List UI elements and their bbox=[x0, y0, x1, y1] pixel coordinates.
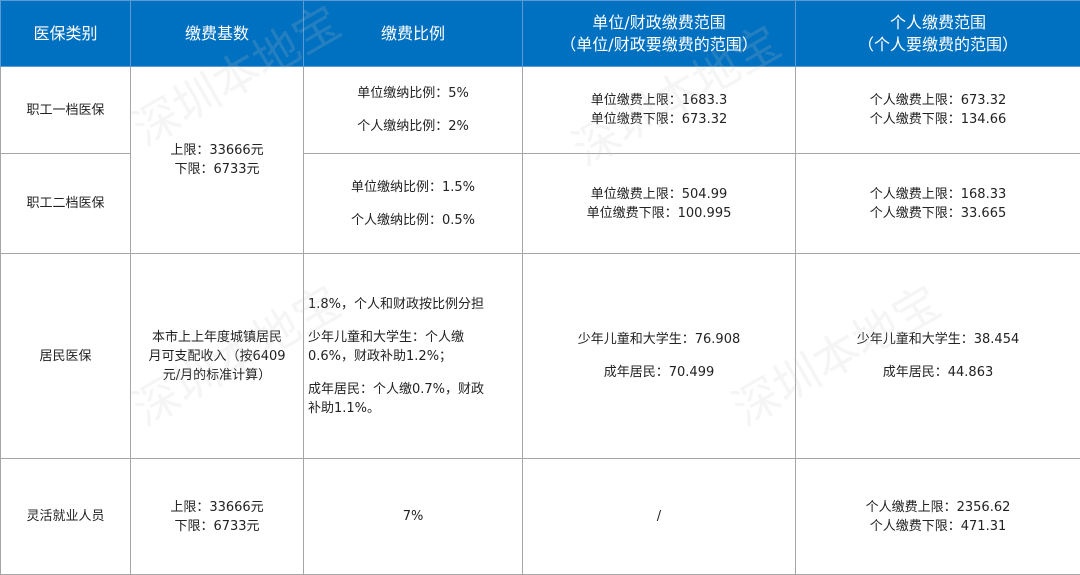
text: 下限：6733元 bbox=[131, 517, 303, 536]
type-cell: 职工二档医保 bbox=[1, 154, 131, 254]
header-line: 单位/财政缴费范围 bbox=[523, 12, 795, 34]
text: 成年居民：70.499 bbox=[523, 363, 795, 382]
text: 元/月的标准计算） bbox=[131, 366, 303, 385]
header-type: 医保类别 bbox=[1, 1, 131, 67]
text: 下限：6733元 bbox=[131, 160, 303, 179]
type-cell: 居民医保 bbox=[1, 254, 131, 459]
header-row: 医保类别 缴费基数 缴费比例 单位/财政缴费范围（单位/财政要缴费的范围） 个人… bbox=[1, 1, 1080, 67]
text: 个人缴费下限：134.66 bbox=[796, 110, 1080, 129]
header-personal-range: 个人缴费范围（个人要缴费的范围） bbox=[796, 1, 1080, 67]
type-cell: 灵活就业人员 bbox=[1, 459, 131, 575]
text: 成年居民：个人缴0.7%，财政 bbox=[308, 380, 522, 399]
text: 个人缴费上限：168.33 bbox=[796, 185, 1080, 204]
text: 单位缴费下限：100.995 bbox=[523, 204, 795, 223]
text: 0.6%，财政补助1.2%； bbox=[308, 347, 522, 366]
base-cell: 上限：33666元下限：6733元 bbox=[131, 459, 304, 575]
base-cell: 上限：33666元下限：6733元 bbox=[131, 67, 304, 254]
header-line: 个人缴费范围 bbox=[796, 12, 1080, 34]
header-base: 缴费基数 bbox=[131, 1, 304, 67]
ratio-cell: 7% bbox=[304, 459, 523, 575]
text: 月可支配收入（按6409 bbox=[131, 347, 303, 366]
table-row: 灵活就业人员 上限：33666元下限：6733元 7% / 个人缴费上限：235… bbox=[1, 459, 1080, 575]
text: 上限：33666元 bbox=[131, 141, 303, 160]
table-row: 职工一档医保 上限：33666元下限：6733元 单位缴纳比例：5%个人缴纳比例… bbox=[1, 67, 1080, 154]
text: 1.8%，个人和财政按比例分担 bbox=[308, 295, 522, 314]
type-cell: 职工一档医保 bbox=[1, 67, 131, 154]
text: 单位缴费上限：504.99 bbox=[523, 185, 795, 204]
header-line: （单位/财政要缴费的范围） bbox=[523, 34, 795, 56]
text: 少年儿童和大学生：个人缴 bbox=[308, 328, 522, 347]
header-unit-range: 单位/财政缴费范围（单位/财政要缴费的范围） bbox=[523, 1, 796, 67]
text: 单位缴费下限：673.32 bbox=[523, 110, 795, 129]
ratio-cell: 单位缴纳比例：5% 个人缴纳比例：2% bbox=[304, 67, 523, 154]
text: 本市上上年度城镇居民 bbox=[131, 328, 303, 347]
text: 补助1.1%。 bbox=[308, 399, 522, 418]
personal-cell: 少年儿童和大学生：38.454 成年居民：44.863 bbox=[796, 254, 1080, 459]
text: 个人缴费下限：33.665 bbox=[796, 204, 1080, 223]
header-ratio: 缴费比例 bbox=[304, 1, 523, 67]
text: 单位缴纳比例：5% bbox=[304, 84, 522, 103]
text: 上限：33666元 bbox=[131, 498, 303, 517]
text: 个人缴费上限：673.32 bbox=[796, 91, 1080, 110]
text: 单位缴纳比例：1.5% bbox=[304, 178, 522, 197]
text: 个人缴费下限：471.31 bbox=[796, 517, 1080, 536]
ratio-cell: 单位缴纳比例：1.5% 个人缴纳比例：0.5% bbox=[304, 154, 523, 254]
unit-cell: / bbox=[523, 459, 796, 575]
unit-cell: 少年儿童和大学生：76.908 成年居民：70.499 bbox=[523, 254, 796, 459]
text: 少年儿童和大学生：76.908 bbox=[523, 330, 795, 349]
text: 个人缴纳比例：0.5% bbox=[304, 211, 522, 230]
text: 单位缴费上限：1683.3 bbox=[523, 91, 795, 110]
header-line: （个人要缴费的范围） bbox=[796, 34, 1080, 56]
text: 个人缴费上限：2356.62 bbox=[796, 498, 1080, 517]
text: 成年居民：44.863 bbox=[796, 363, 1080, 382]
text: 少年儿童和大学生：38.454 bbox=[796, 330, 1080, 349]
text: 个人缴纳比例：2% bbox=[304, 117, 522, 136]
